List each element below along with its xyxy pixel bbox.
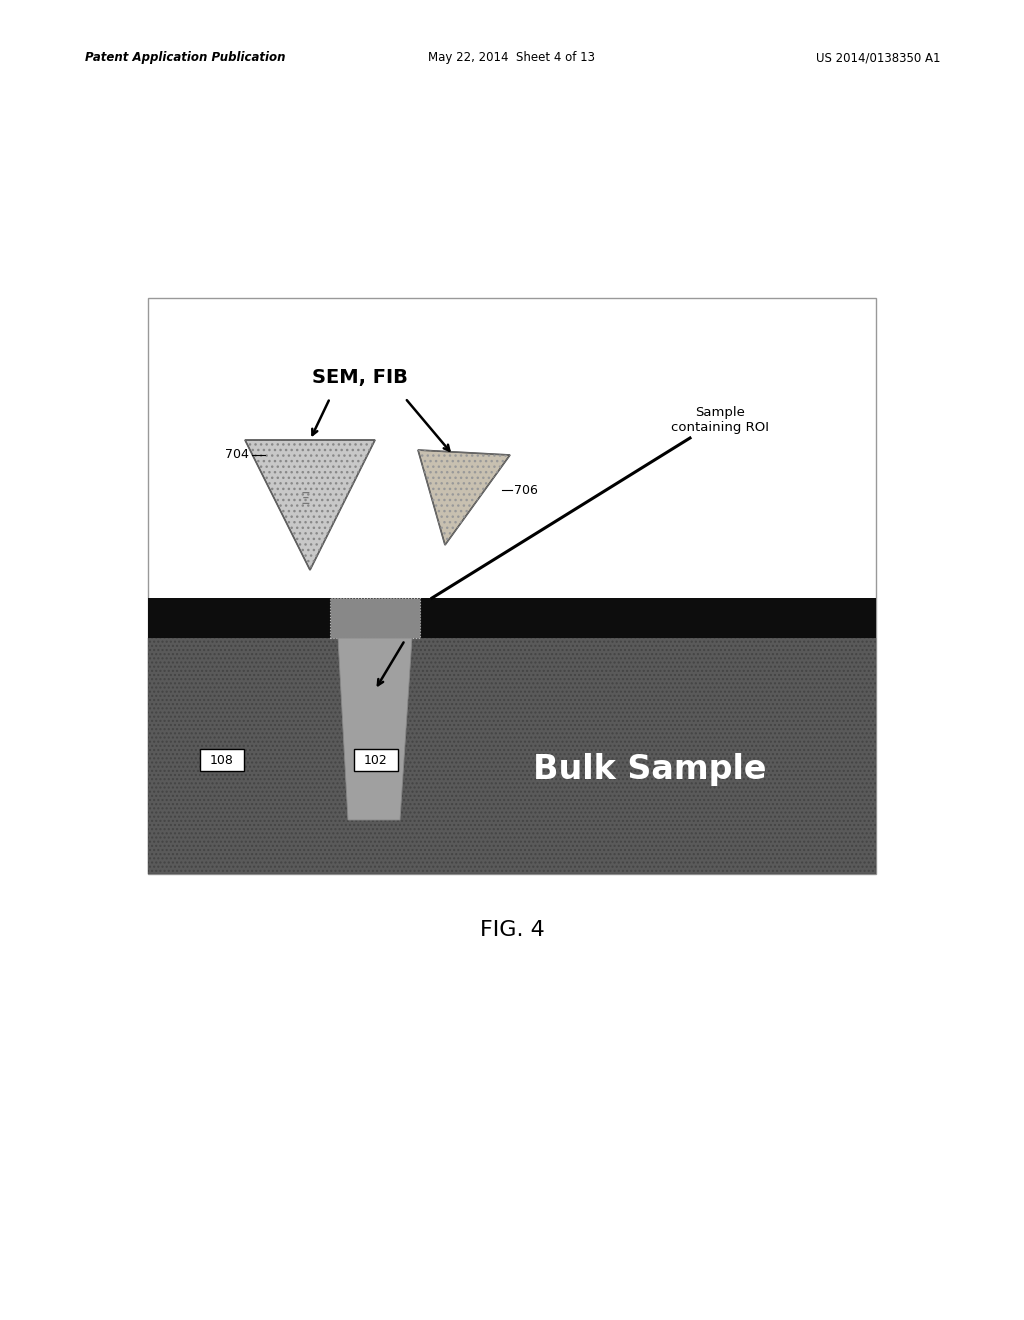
Text: Bulk Sample: Bulk Sample xyxy=(534,754,767,787)
Bar xyxy=(148,298,876,874)
Text: Ξ: Ξ xyxy=(300,492,310,507)
Bar xyxy=(148,598,876,638)
Text: 108: 108 xyxy=(210,754,233,767)
Bar xyxy=(330,598,420,638)
Text: Patent Application Publication: Patent Application Publication xyxy=(85,51,286,65)
Text: 706: 706 xyxy=(514,483,538,496)
Text: 704: 704 xyxy=(225,449,249,462)
Text: Sample
containing ROI: Sample containing ROI xyxy=(671,407,769,434)
Text: 102: 102 xyxy=(365,754,388,767)
Bar xyxy=(354,748,398,771)
Bar xyxy=(148,638,876,874)
Polygon shape xyxy=(418,450,510,545)
Polygon shape xyxy=(245,440,375,570)
Text: US 2014/0138350 A1: US 2014/0138350 A1 xyxy=(815,51,940,65)
Polygon shape xyxy=(338,638,412,820)
Text: SEM, FIB: SEM, FIB xyxy=(312,368,408,388)
Text: FIG. 4: FIG. 4 xyxy=(479,920,545,940)
Text: May 22, 2014  Sheet 4 of 13: May 22, 2014 Sheet 4 of 13 xyxy=(428,51,596,65)
Bar xyxy=(148,638,876,874)
Bar xyxy=(200,748,244,771)
